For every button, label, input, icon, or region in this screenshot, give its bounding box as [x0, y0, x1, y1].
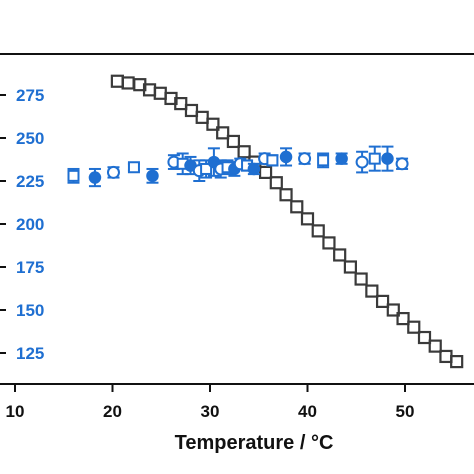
y-tick-label: 150 — [16, 301, 44, 320]
x-axis-ticks: 10 20 30 40 50 — [6, 384, 415, 421]
y-tick-label: 200 — [16, 215, 44, 234]
square-data-point — [121, 76, 135, 90]
x-tick-label: 50 — [396, 402, 415, 421]
square-data-point — [386, 303, 400, 317]
square-data-point — [354, 272, 368, 286]
blue-data-point — [381, 145, 394, 172]
blue-data-point — [368, 145, 381, 172]
blue-data-point — [395, 157, 409, 171]
square-data-point — [269, 176, 283, 190]
square-data-point — [110, 74, 124, 88]
blue-series — [67, 145, 409, 188]
y-tick-label: 175 — [16, 258, 44, 277]
blue-data-point — [88, 167, 102, 188]
y-axis-ticks: 125 150 175 200 225 250 275 — [0, 86, 44, 363]
x-tick-label: 10 — [6, 402, 25, 421]
square-data-point — [322, 236, 336, 250]
square-data-point — [311, 224, 325, 238]
x-tick-label: 40 — [298, 402, 317, 421]
blue-data-point — [127, 161, 140, 174]
square-data-point — [343, 260, 357, 274]
square-data-point — [439, 349, 453, 364]
square-data-point — [258, 165, 273, 179]
blue-data-point — [266, 154, 279, 167]
square-data-point — [407, 320, 421, 334]
square-data-point — [300, 212, 315, 226]
y-tick-label: 250 — [16, 129, 44, 148]
square-data-point — [417, 330, 432, 345]
square-data-point — [279, 188, 293, 202]
blue-data-point — [335, 152, 348, 165]
square-data-point — [216, 126, 230, 140]
blue-data-point — [207, 147, 221, 177]
square-data-point — [333, 248, 347, 262]
y-tick-label: 125 — [16, 344, 44, 363]
square-data-point — [153, 86, 167, 100]
blue-data-point — [146, 167, 159, 184]
square-data-point — [206, 117, 220, 131]
square-data-point — [237, 145, 251, 159]
square-data-point — [365, 284, 379, 298]
blue-data-point — [317, 152, 330, 169]
y-tick-label: 275 — [16, 86, 44, 105]
blue-data-point — [279, 147, 293, 167]
square-data-point — [226, 134, 240, 149]
square-series — [110, 74, 464, 369]
square-data-point — [290, 200, 304, 214]
square-data-point — [174, 96, 188, 111]
y-tick-label: 225 — [16, 172, 44, 191]
square-data-point — [428, 339, 442, 353]
square-data-point — [375, 294, 390, 308]
square-data-point — [450, 355, 464, 369]
x-tick-label: 20 — [103, 402, 122, 421]
x-tick-label: 30 — [201, 402, 220, 421]
blue-data-point — [67, 167, 80, 184]
blue-data-point — [106, 165, 120, 179]
blue-data-point — [355, 150, 369, 174]
square-data-point — [396, 312, 410, 326]
square-data-point — [184, 103, 199, 118]
x-axis-title: Temperature / °C — [175, 432, 334, 454]
square-data-point — [195, 110, 209, 124]
blue-data-point — [298, 152, 312, 166]
blue-data-point — [247, 162, 261, 176]
